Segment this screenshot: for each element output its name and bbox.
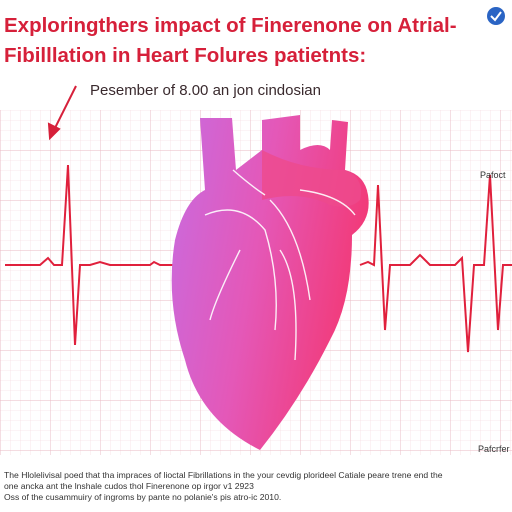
title-line-1: Exploringthers impact of Finerenone on A… [4, 14, 457, 37]
corner-label: Pafcrfer [478, 444, 510, 454]
arrow [47, 85, 77, 141]
footer-line-3: Oss of the cusammuiry of ingroms by pant… [4, 492, 281, 502]
heart-illustration [171, 115, 369, 450]
title-line-2: Fibilllation in Heart Folures patietnts: [4, 44, 366, 67]
footer-line-2: one ancka ant the lnshale cudos thol Fin… [4, 481, 254, 491]
subtitle: Pesember of 8.00 an jon cindosian [90, 82, 321, 99]
badge [487, 7, 505, 25]
trace-label: Pafoct [480, 170, 506, 180]
footer-line-1: The Hlolelivisal poed that tha impraces … [4, 470, 443, 480]
ecg-trace [5, 164, 512, 353]
